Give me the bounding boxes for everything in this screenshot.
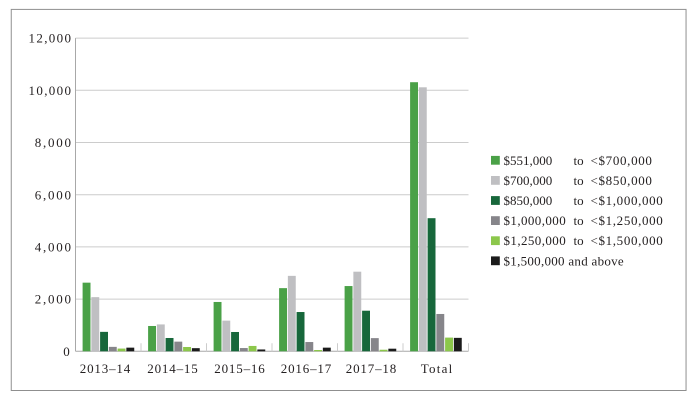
svg-text:2013–14: 2013–14 xyxy=(80,361,131,376)
svg-text:6,000: 6,000 xyxy=(35,187,71,202)
svg-text:2,000: 2,000 xyxy=(35,292,71,307)
svg-text:12,000: 12,000 xyxy=(29,31,72,46)
svg-text:to: to xyxy=(574,213,584,228)
svg-text:2016–17: 2016–17 xyxy=(281,361,332,376)
svg-text:to: to xyxy=(574,173,584,188)
svg-text:<$1,500,000: <$1,500,000 xyxy=(591,233,663,248)
svg-text:$1,500,000 and above: $1,500,000 and above xyxy=(504,253,624,268)
svg-text:2017–18: 2017–18 xyxy=(346,361,397,376)
svg-text:<$700,000: <$700,000 xyxy=(591,153,652,168)
svg-text:$850,000: $850,000 xyxy=(504,193,553,208)
svg-text:to: to xyxy=(574,153,584,168)
svg-text:$1,000,000: $1,000,000 xyxy=(504,213,566,228)
svg-text:to: to xyxy=(574,193,584,208)
svg-text:0: 0 xyxy=(63,344,70,359)
svg-text:$1,250,000: $1,250,000 xyxy=(504,233,566,248)
svg-text:$551,000: $551,000 xyxy=(504,153,553,168)
svg-text:Total: Total xyxy=(421,361,453,376)
svg-text:10,000: 10,000 xyxy=(29,83,72,98)
svg-text:2015–16: 2015–16 xyxy=(214,361,265,376)
svg-text:to: to xyxy=(574,233,584,248)
svg-text:4,000: 4,000 xyxy=(35,240,71,255)
svg-text:<$1,000,000: <$1,000,000 xyxy=(591,193,663,208)
svg-text:8,000: 8,000 xyxy=(35,135,71,150)
svg-text:<$1,250,000: <$1,250,000 xyxy=(591,213,663,228)
svg-text:$700,000: $700,000 xyxy=(504,173,553,188)
svg-text:<$850,000: <$850,000 xyxy=(591,173,652,188)
svg-text:2014–15: 2014–15 xyxy=(147,361,198,376)
